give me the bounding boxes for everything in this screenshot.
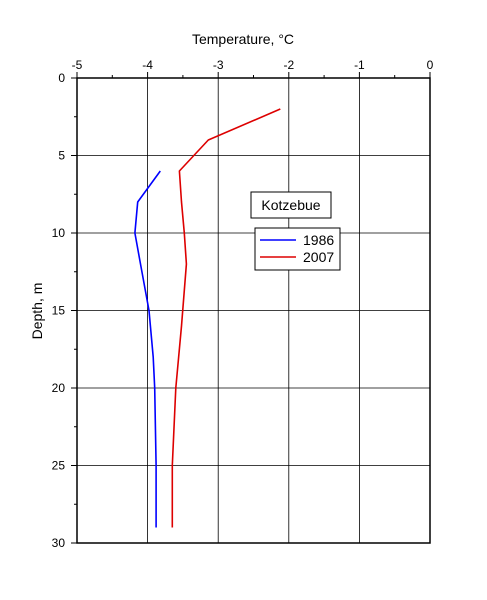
series-lines: [134, 108, 281, 528]
x-tick-label: -1: [354, 58, 365, 72]
legend-title-box: [250, 191, 332, 219]
y-tick-label: 0: [58, 71, 65, 85]
legend-label-1986: 1986: [303, 232, 334, 248]
legend-label-2007: 2007: [303, 249, 334, 265]
x-tick-label: -4: [142, 58, 153, 72]
x-tick-label: 0: [427, 58, 434, 72]
y-tick-label: 30: [52, 536, 66, 550]
legend-box: [254, 227, 341, 271]
x-tick-label: -2: [283, 58, 294, 72]
plot-frame: [76, 77, 431, 544]
legend-title: Kotzebue: [261, 197, 320, 213]
y-tick-label: 5: [58, 149, 65, 163]
series-line-1986: [134, 170, 161, 528]
x-tick-label: -5: [72, 58, 83, 72]
grid-lines: [77, 78, 430, 543]
x-tick-label: -3: [213, 58, 224, 72]
series-line-2007: [171, 108, 281, 528]
y-tick-label: 25: [52, 459, 66, 473]
y-axis-title: Depth, m: [29, 283, 45, 340]
x-axis-title: Temperature, °C: [192, 31, 294, 47]
legend: Kotzebue 1986 2007: [250, 191, 341, 271]
axis-ticks: -5 -4 -3 -2 -1 0 0 5 10 15 20 25 30: [52, 58, 434, 550]
y-tick-label: 10: [52, 226, 66, 240]
y-tick-label: 15: [52, 304, 66, 318]
y-tick-label: 20: [52, 381, 66, 395]
